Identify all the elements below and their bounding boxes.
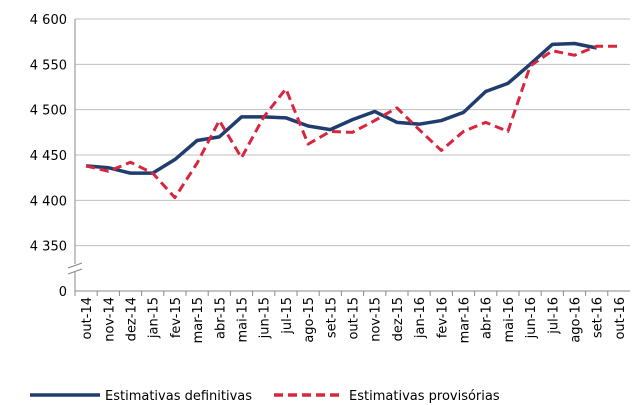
x-tick-label: set-15 [324,297,339,338]
legend-label: Estimativas definitivas [105,389,252,404]
y-tick-label: 4 450 [30,149,67,164]
x-tick-label: jul-15 [280,297,295,335]
x-tick-label: dez-15 [391,297,406,341]
axis-break-gap [67,264,83,272]
x-tick-label: mai-15 [236,297,251,342]
x-tick-label: nov-15 [369,297,384,342]
x-tick-label: out-16 [613,297,628,340]
series-line [85,41,598,175]
x-tick-label: ago-15 [302,297,317,343]
y-tick-label: 0 [59,285,67,300]
x-tick-label: jan-15 [147,297,162,339]
x-tick-label: out-14 [80,297,95,340]
x-tick-label: nov-14 [102,297,117,342]
x-tick-label: abr-15 [213,297,228,339]
axis-break [67,262,83,269]
x-tick-label: set-16 [591,297,606,338]
legend-label: Estimativas provisórias [349,389,500,404]
x-tick-label: jun-15 [258,297,273,339]
y-tick-label: 4 400 [30,194,67,209]
x-tick-label: fev-15 [169,297,184,338]
y-tick-label: 4 550 [30,58,67,73]
x-tick-label: ago-16 [569,297,584,343]
series-line [85,44,619,200]
x-tick-label: out-15 [347,297,362,340]
x-tick-label: mar-15 [191,297,206,343]
x-tick-label: jun-16 [524,297,539,339]
x-tick-label: abr-16 [480,297,495,339]
x-tick-label: jul-16 [546,297,561,335]
x-tick-label: fev-16 [435,297,450,338]
axis-break [67,268,83,275]
y-tick-label: 4 350 [30,240,67,255]
x-tick-label: dez-14 [125,297,140,341]
x-tick-label: jan-16 [413,297,428,339]
x-tick-label: mai-16 [502,297,517,342]
y-tick-label: 4 500 [30,104,67,119]
x-tick-label: mar-16 [458,297,473,343]
y-tick-label: 4 600 [30,13,67,28]
